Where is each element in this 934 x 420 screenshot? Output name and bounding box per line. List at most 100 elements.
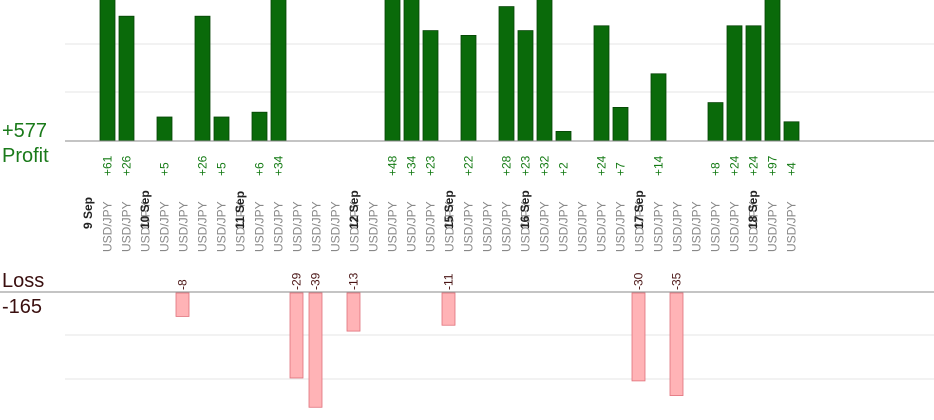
- profit-bar: [517, 30, 534, 142]
- pair-label: USD/JPY: [234, 201, 248, 252]
- profit-value-label: +24: [747, 155, 761, 176]
- loss-value-label: -35: [670, 272, 684, 290]
- loss-bar: [669, 292, 684, 396]
- date-label: 16 Sep: [518, 190, 532, 229]
- profit-value-label: +28: [500, 155, 514, 176]
- profit-value-label: +48: [386, 155, 400, 176]
- date-label: 12 Sep: [347, 190, 361, 229]
- loss-bar: [441, 292, 456, 326]
- loss-value-label: -8: [176, 279, 190, 290]
- profit-bar: [460, 35, 477, 142]
- profit-value-label: +8: [709, 162, 723, 176]
- profit-bar: [764, 0, 781, 142]
- loss-total: -165: [2, 296, 43, 318]
- pair-label: USD/JPY: [177, 201, 191, 252]
- loss-label: Loss: [2, 270, 45, 292]
- pair-label: USD/JPY: [462, 201, 476, 252]
- pair-label: USD/JPY: [652, 201, 666, 252]
- profit-bar: [403, 0, 420, 142]
- loss-bar: [346, 292, 361, 332]
- profit-value-label: +23: [424, 155, 438, 176]
- pair-label: USD/JPY: [747, 201, 761, 252]
- profit-value-label: +97: [766, 155, 780, 176]
- pair-label: USD/JPY: [481, 201, 495, 252]
- pair-label: USD/JPY: [671, 201, 685, 252]
- pair-label: USD/JPY: [576, 201, 590, 252]
- profit-value-label: +26: [196, 155, 210, 176]
- profit-value-label: +24: [728, 155, 742, 176]
- loss-bar: [631, 292, 646, 382]
- pair-label: USD/JPY: [386, 201, 400, 252]
- profit-value-label: +23: [519, 155, 533, 176]
- profit-bar: [422, 30, 439, 142]
- pair-label: USD/JPY: [785, 201, 799, 252]
- profit-bar: [270, 0, 287, 142]
- profit-value-label: +34: [272, 155, 286, 176]
- profit-bar: [118, 15, 135, 142]
- profit-value-label: +2: [557, 162, 571, 176]
- profit-value-label: +61: [101, 155, 115, 176]
- pair-label: USD/JPY: [595, 201, 609, 252]
- pair-label: USD/JPY: [405, 201, 419, 252]
- loss-value-label: -39: [309, 272, 323, 290]
- profit-value-label: +24: [595, 155, 609, 176]
- pair-label: USD/JPY: [538, 201, 552, 252]
- pair-label: USD/JPY: [614, 201, 628, 252]
- date-label: 15 Sep: [442, 190, 456, 229]
- loss-value-label: -30: [632, 272, 646, 290]
- pair-label: USD/JPY: [367, 201, 381, 252]
- profit-value-label: +4: [785, 162, 799, 176]
- profit-bar: [498, 6, 515, 142]
- profit-bar: [726, 25, 743, 142]
- profit-bar: [194, 15, 211, 142]
- pair-label: USD/JPY: [329, 201, 343, 252]
- profit-bar: [745, 25, 762, 142]
- loss-bar: [308, 292, 323, 408]
- profit-bar: [783, 121, 800, 142]
- date-label: 18 Sep: [746, 190, 760, 229]
- date-label: 11 Sep: [233, 191, 247, 229]
- profit-bar: [612, 107, 629, 142]
- profit-total: +577: [2, 120, 48, 142]
- pair-label: USD/JPY: [728, 201, 742, 252]
- pair-label: USD/JPY: [272, 201, 286, 252]
- profit-value-label: +7: [614, 162, 628, 176]
- pair-label: USD/JPY: [424, 201, 438, 252]
- profit-bar: [593, 25, 610, 142]
- pair-label: USD/JPY: [196, 201, 210, 252]
- profit-value-label: +6: [253, 162, 267, 176]
- pair-label: USD/JPY: [557, 201, 571, 252]
- pair-label: USD/JPY: [709, 201, 723, 252]
- loss-value-label: -11: [442, 273, 456, 290]
- profit-value-label: +5: [158, 162, 172, 176]
- loss-value-label: -13: [347, 272, 361, 290]
- pair-label: USD/JPY: [443, 201, 457, 252]
- profit-bar: [555, 130, 572, 142]
- date-label: 9 Sep: [81, 197, 95, 229]
- loss-bar: [175, 292, 190, 317]
- pair-label: USD/JPY: [120, 201, 134, 252]
- loss-value-label: -29: [290, 272, 304, 290]
- profit-bar: [156, 116, 173, 142]
- pair-label: USD/JPY: [500, 201, 514, 252]
- pair-label: USD/JPY: [253, 201, 267, 252]
- date-label: 10 Sep: [138, 190, 152, 229]
- pair-label: USD/JPY: [690, 201, 704, 252]
- pair-label: USD/JPY: [158, 201, 172, 252]
- pair-label: USD/JPY: [310, 201, 324, 252]
- pair-label: USD/JPY: [101, 201, 115, 252]
- pair-label: USD/JPY: [215, 201, 229, 252]
- pair-label: USD/JPY: [139, 201, 153, 252]
- profit-label: Profit: [2, 145, 49, 167]
- profit-value-label: +32: [538, 155, 552, 176]
- pair-label: USD/JPY: [291, 201, 305, 252]
- profit-value-label: +26: [120, 155, 134, 176]
- profit-bar: [650, 73, 667, 142]
- profit-value-label: +34: [405, 155, 419, 176]
- profit-value-label: +14: [652, 155, 666, 176]
- profit-bar: [213, 116, 230, 142]
- pair-label: USD/JPY: [633, 201, 647, 252]
- pair-label: USD/JPY: [766, 201, 780, 252]
- profit-bar: [536, 0, 553, 142]
